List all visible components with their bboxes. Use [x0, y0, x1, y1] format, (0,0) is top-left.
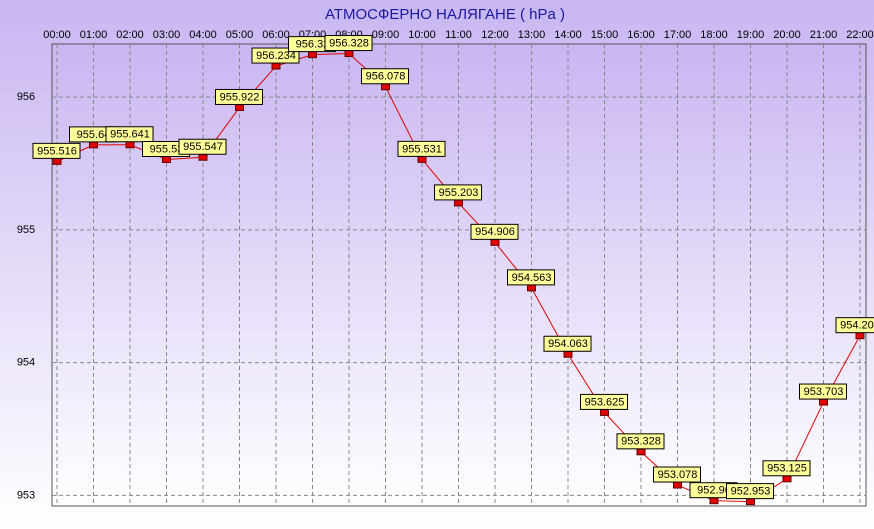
value-label-box [397, 140, 446, 157]
value-label-box [726, 483, 774, 500]
value-label: 953.125 [767, 463, 807, 475]
value-label-box [835, 317, 874, 334]
value-label-box [105, 126, 154, 143]
x-tick-label: 15:00 [591, 29, 619, 41]
value-label: 955.53 [150, 143, 184, 155]
chart-title: АТМОСФЕРНО НАЛЯГАНЕ ( hPa ) [325, 6, 565, 23]
value-label: 955.203 [439, 187, 479, 199]
marker [52, 157, 62, 165]
value-label: 954.203 [840, 320, 874, 332]
marker [563, 350, 573, 358]
value-label: 956.234 [256, 50, 296, 62]
x-tick-label: 01:00 [80, 29, 108, 41]
value-label-box [324, 35, 373, 52]
marker [417, 155, 427, 163]
value-label-box [799, 383, 847, 400]
x-tick-label: 06:00 [262, 29, 290, 41]
value-label: 955.641 [110, 129, 150, 141]
x-tick-label: 16:00 [627, 29, 655, 41]
marker [271, 62, 281, 70]
value-label: 955.516 [37, 145, 77, 157]
x-tick-label: 17:00 [664, 29, 692, 41]
x-tick-label: 18:00 [700, 29, 728, 41]
y-tick-label: 953 [17, 489, 35, 501]
value-label: 953.703 [804, 386, 844, 398]
marker [636, 448, 646, 456]
value-label: 954.906 [475, 226, 515, 238]
value-label-box [470, 223, 519, 240]
value-label-box [507, 269, 555, 286]
x-tick-label: 14:00 [554, 29, 582, 41]
x-tick-label: 02:00 [116, 29, 144, 41]
value-label: 953.625 [585, 396, 625, 408]
value-label-box [32, 142, 81, 159]
x-tick-label: 19:00 [737, 29, 765, 41]
marker [381, 83, 390, 91]
marker [600, 408, 609, 416]
value-label: 953.328 [621, 436, 661, 448]
value-label: 956.328 [329, 37, 369, 49]
x-tick-label: 22:00 [846, 29, 874, 41]
x-tick-label: 05:00 [226, 29, 254, 41]
value-label: 955.531 [402, 143, 442, 155]
x-tick-label: 00:00 [43, 29, 71, 41]
value-label: 952.96 [697, 485, 731, 497]
value-label-box [361, 68, 409, 85]
value-label-box [616, 433, 665, 450]
marker [746, 498, 755, 506]
marker [162, 156, 171, 163]
value-label: 955.64 [77, 129, 111, 141]
x-tick-label: 10:00 [408, 29, 436, 41]
marker [125, 141, 135, 149]
value-label: 955.922 [220, 91, 260, 103]
x-tick-label: 11:00 [445, 29, 472, 41]
marker [855, 332, 865, 340]
value-label: 956.078 [366, 71, 406, 83]
marker [709, 497, 719, 505]
value-label-box [215, 88, 263, 105]
marker [527, 284, 536, 292]
x-tick-label: 03:00 [153, 29, 181, 41]
value-label-box [178, 138, 227, 155]
marker [673, 481, 682, 489]
marker [819, 398, 828, 406]
x-tick-label: 09:00 [372, 29, 400, 41]
x-tick-label: 12:00 [481, 29, 509, 41]
value-label-box [580, 393, 628, 410]
y-tick-label: 954 [17, 357, 35, 369]
value-label-box [653, 466, 701, 483]
marker [235, 103, 244, 111]
marker [782, 475, 792, 483]
value-label-box [543, 335, 592, 352]
marker [490, 238, 500, 246]
value-label: 955.547 [183, 141, 223, 153]
value-label-box [762, 460, 811, 477]
marker [344, 50, 354, 58]
x-tick-label: 21:00 [810, 29, 838, 41]
value-label: 954.563 [512, 272, 552, 284]
marker [89, 141, 98, 149]
value-label: 953.078 [658, 469, 698, 481]
marker [308, 51, 317, 59]
x-tick-label: 13:00 [518, 29, 546, 41]
x-tick-label: 20:00 [773, 29, 801, 41]
y-tick-label: 956 [17, 91, 35, 103]
y-tick-label: 955 [17, 224, 35, 236]
value-label: 952.953 [731, 486, 771, 498]
marker [198, 153, 208, 161]
marker [454, 199, 463, 207]
value-label-box [251, 47, 300, 64]
value-label: 956.32 [296, 39, 330, 51]
value-label-box [434, 184, 482, 201]
value-label: 954.063 [548, 338, 588, 350]
x-tick-label: 04:00 [189, 29, 217, 41]
